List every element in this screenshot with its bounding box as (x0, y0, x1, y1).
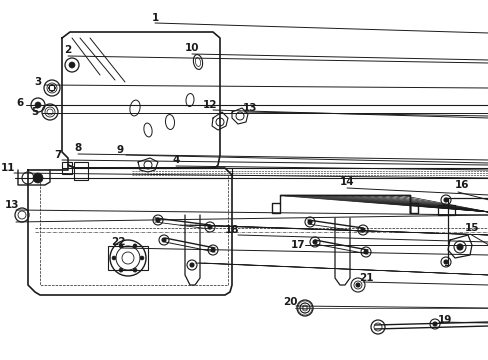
Circle shape (133, 244, 137, 248)
Circle shape (210, 248, 215, 252)
Circle shape (360, 228, 364, 232)
Circle shape (443, 198, 447, 202)
Text: 3: 3 (34, 77, 41, 87)
Circle shape (112, 256, 116, 260)
Text: 5: 5 (31, 107, 39, 117)
Circle shape (312, 240, 316, 244)
Circle shape (307, 220, 311, 224)
Circle shape (456, 244, 462, 250)
Circle shape (432, 322, 436, 326)
Text: 4: 4 (172, 155, 179, 165)
Text: 12: 12 (203, 100, 217, 110)
Text: 2: 2 (64, 45, 71, 55)
Text: 22: 22 (110, 237, 125, 247)
Text: 9: 9 (116, 145, 123, 155)
Bar (108, 246, 148, 270)
Circle shape (443, 260, 447, 264)
Circle shape (133, 268, 137, 272)
Circle shape (363, 250, 367, 254)
Text: 6: 6 (16, 98, 23, 108)
Circle shape (162, 238, 165, 242)
Text: 13: 13 (5, 200, 19, 210)
Text: 13: 13 (242, 103, 257, 113)
Text: 21: 21 (358, 273, 372, 283)
Bar (62, 162, 72, 174)
Text: 11: 11 (1, 163, 15, 173)
Text: 18: 18 (224, 225, 239, 235)
Text: 1: 1 (151, 13, 158, 23)
Text: 7: 7 (54, 150, 61, 160)
Text: 19: 19 (437, 315, 451, 325)
Text: 8: 8 (74, 143, 81, 153)
Circle shape (140, 256, 143, 260)
Text: 17: 17 (290, 240, 305, 250)
Circle shape (156, 218, 160, 222)
Circle shape (119, 244, 123, 248)
Text: 20: 20 (282, 297, 297, 307)
Bar (74, 162, 88, 180)
Circle shape (33, 173, 43, 183)
Text: 16: 16 (454, 180, 468, 190)
Text: 10: 10 (184, 43, 199, 53)
Circle shape (35, 102, 41, 108)
Circle shape (207, 225, 212, 229)
Text: 15: 15 (464, 223, 478, 233)
Text: 14: 14 (339, 177, 354, 187)
Circle shape (119, 268, 123, 272)
Circle shape (190, 263, 194, 267)
Circle shape (69, 62, 75, 68)
Circle shape (355, 283, 359, 287)
